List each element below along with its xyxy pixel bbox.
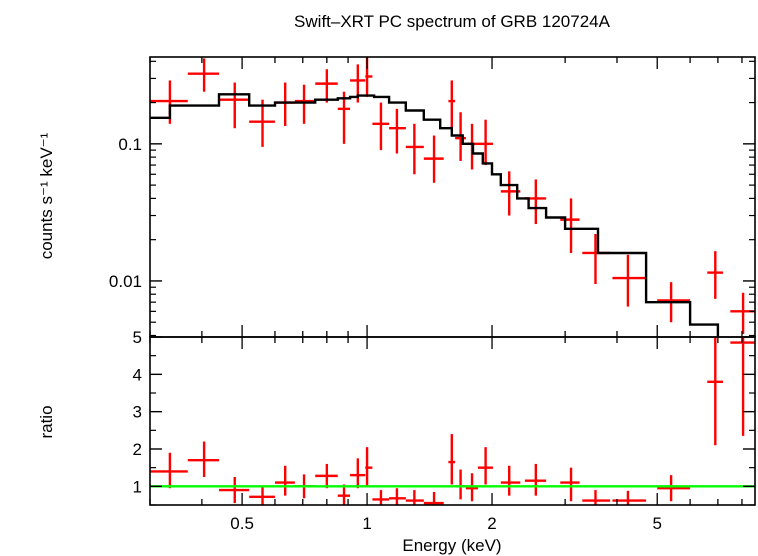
data-point [249,99,275,147]
data-point [337,91,351,144]
data-point [365,57,373,97]
data-point [612,490,647,505]
data-point [448,434,456,485]
x-tick-label: 2 [487,514,496,533]
spectrum-data [150,57,755,337]
ratio-y-axis-label: ratio [37,405,56,438]
x-tick-label: 0.5 [230,514,254,533]
data-point [249,486,275,505]
data-point [315,463,338,489]
data-point [389,108,406,154]
data-point [730,292,755,335]
data-point [274,465,295,496]
data-point [294,84,316,124]
data-point [448,80,456,129]
chart-title: Swift–XRT PC spectrum of GRB 120724A [294,12,611,31]
data-point [423,491,444,505]
data-point [524,463,547,496]
x-tick-label: 5 [652,514,661,533]
model-step-line [150,93,720,337]
data-point [350,458,366,489]
data-point [730,337,755,436]
y-tick-label: 1 [133,477,142,496]
data-point [274,82,295,126]
data-point [365,447,373,487]
data-point [372,490,390,505]
data-point [372,102,390,151]
y-tick-label: 4 [133,365,142,384]
spectrum-y-axis-label: counts s⁻¹ keV⁻¹ [37,132,56,259]
data-point [500,465,521,496]
ratio-frame [149,336,756,506]
data-point [582,233,611,284]
data-point [187,58,220,92]
data-point [657,475,691,502]
data-point [707,251,723,299]
y-tick-label: 3 [133,403,142,422]
data-point [455,469,466,500]
data-point [560,467,580,502]
data-point [477,447,493,485]
y-tick-label: 0.1 [118,135,142,154]
data-point [187,441,220,477]
data-point [389,488,406,505]
y-tick-label: 5 [133,328,142,347]
data-point [560,198,580,253]
data-point [337,484,351,505]
data-point [405,123,424,175]
data-point [477,119,493,166]
data-point [582,490,611,505]
data-point [219,82,250,129]
data-point [219,477,250,504]
ratio-data [150,337,755,505]
spectrum-panel: 0.1 0.01 [109,56,756,338]
data-point [150,452,188,489]
data-point [612,254,647,307]
y-tick-label: 2 [133,440,142,459]
data-point [707,337,723,446]
y-tick-label: 0.01 [109,272,142,291]
x-axis-label: Energy (keV) [402,536,501,555]
data-point [423,135,444,183]
ratio-panel: 1 2 3 4 5 0.5 1 2 5 [133,328,756,533]
x-tick-label: 1 [362,514,371,533]
data-point [315,69,338,103]
data-point [405,490,424,505]
